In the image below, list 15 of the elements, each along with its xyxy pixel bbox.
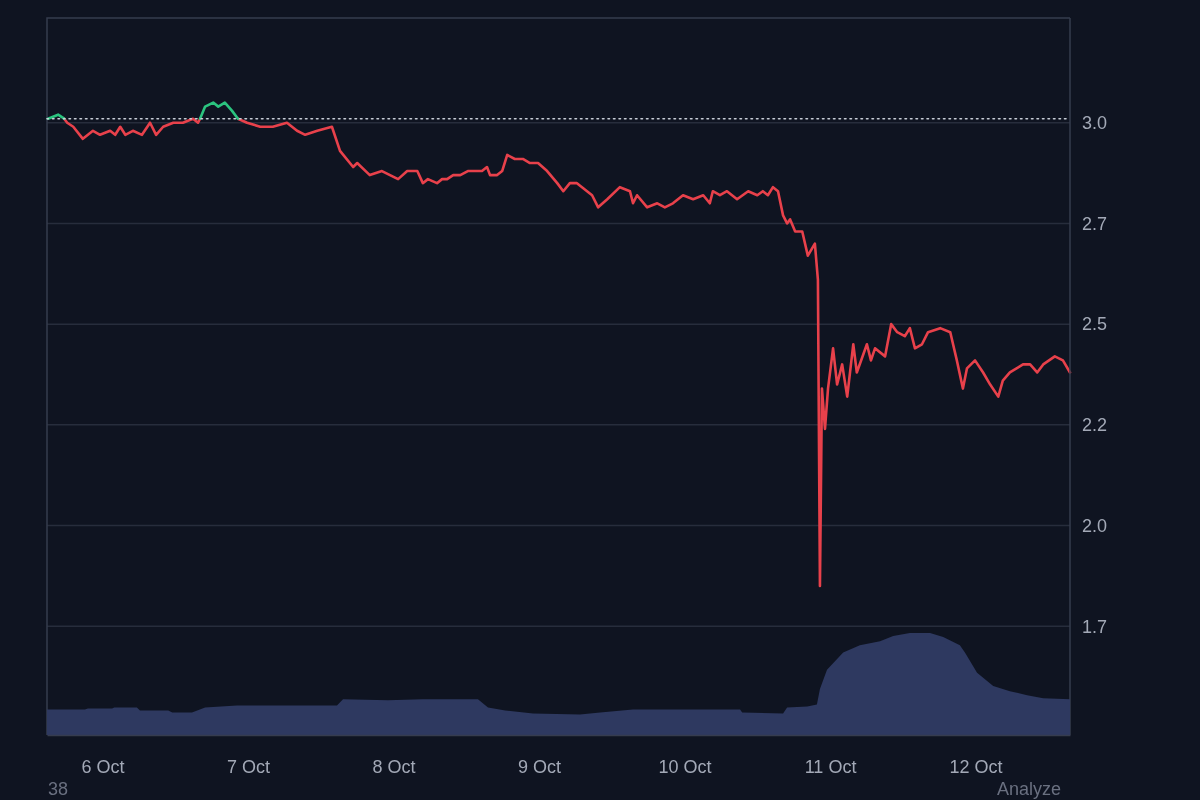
y-tick-label: 3.0 [1082, 112, 1108, 133]
x-tick-label: 10 Oct [658, 756, 712, 777]
x-tick-label: 9 Oct [518, 756, 562, 777]
text: 38 [48, 779, 69, 799]
y-tick-label: 1.7 [1082, 616, 1108, 637]
y-tick-label: 2.7 [1082, 213, 1108, 234]
y-tick-label: 2.2 [1082, 415, 1108, 436]
y-tick-label: 2.5 [1082, 314, 1108, 335]
x-tick-label: 11 Oct [804, 756, 857, 777]
x-tick-label: 7 Oct [227, 756, 271, 777]
text: Analyze [996, 779, 1061, 799]
x-tick-label: 12 Oct [949, 756, 1003, 777]
y-tick-label: 2.0 [1082, 515, 1108, 536]
x-tick-label: 6 Oct [81, 756, 125, 777]
x-tick-label: 8 Oct [372, 756, 416, 777]
